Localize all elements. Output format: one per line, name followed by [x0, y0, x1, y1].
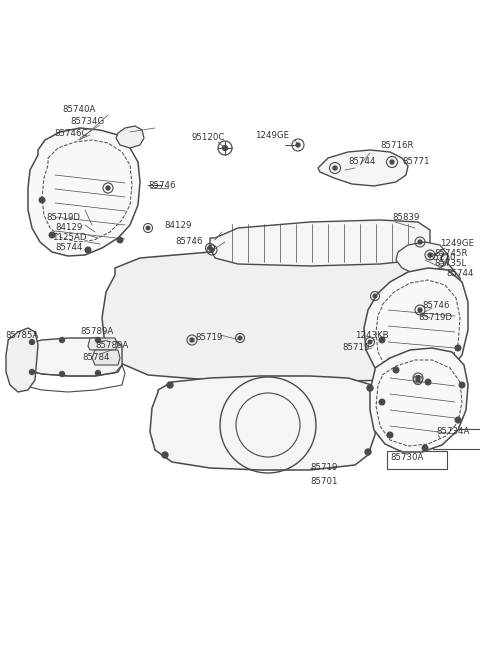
Polygon shape — [364, 268, 468, 385]
Text: 85746C: 85746C — [54, 130, 87, 138]
Text: 85719: 85719 — [342, 343, 370, 352]
Circle shape — [425, 379, 431, 384]
Circle shape — [455, 417, 461, 422]
Circle shape — [373, 294, 377, 298]
Circle shape — [368, 340, 372, 344]
Circle shape — [416, 376, 420, 380]
Polygon shape — [116, 126, 144, 148]
Circle shape — [416, 378, 420, 382]
Polygon shape — [150, 376, 378, 470]
Text: 85719: 85719 — [310, 464, 337, 472]
Polygon shape — [18, 338, 122, 376]
Circle shape — [365, 449, 371, 455]
Circle shape — [238, 336, 242, 340]
Circle shape — [223, 145, 228, 151]
Polygon shape — [210, 220, 430, 266]
Circle shape — [167, 382, 173, 388]
Text: 84129: 84129 — [164, 221, 192, 229]
Circle shape — [296, 143, 300, 147]
Circle shape — [49, 233, 55, 238]
Circle shape — [390, 160, 394, 164]
Text: 85710: 85710 — [428, 253, 456, 263]
Circle shape — [29, 339, 35, 345]
Text: 85719: 85719 — [195, 333, 222, 343]
Text: 85744: 85744 — [348, 157, 375, 166]
Circle shape — [117, 237, 123, 243]
Text: 85746: 85746 — [175, 238, 203, 246]
Text: 85785A: 85785A — [5, 331, 38, 339]
Text: 1249GE: 1249GE — [255, 132, 289, 141]
Circle shape — [459, 383, 465, 388]
Polygon shape — [28, 128, 140, 256]
Text: 1249GE: 1249GE — [440, 240, 474, 248]
Circle shape — [379, 399, 385, 405]
Circle shape — [387, 432, 393, 438]
Text: 85734A: 85734A — [436, 428, 469, 436]
Circle shape — [60, 371, 64, 377]
Circle shape — [39, 197, 45, 203]
Text: 85746: 85746 — [422, 301, 449, 310]
Text: 85771: 85771 — [402, 157, 430, 166]
Text: 95120C: 95120C — [192, 134, 226, 143]
Polygon shape — [396, 242, 448, 274]
Circle shape — [190, 338, 194, 342]
Text: 84129: 84129 — [55, 223, 83, 233]
Text: 85735L: 85735L — [434, 259, 466, 269]
Circle shape — [428, 253, 432, 257]
Polygon shape — [102, 250, 462, 382]
Text: 85745R: 85745R — [434, 250, 468, 259]
Circle shape — [96, 371, 100, 375]
Circle shape — [422, 445, 428, 451]
Text: 85789A: 85789A — [95, 341, 128, 350]
Circle shape — [208, 246, 212, 250]
Text: 85730A: 85730A — [390, 453, 423, 462]
Text: 85719D: 85719D — [46, 214, 80, 223]
Text: 85789A: 85789A — [80, 328, 113, 337]
Circle shape — [29, 369, 35, 375]
Text: 85716R: 85716R — [380, 141, 413, 149]
Circle shape — [367, 385, 373, 391]
Circle shape — [60, 337, 64, 343]
Text: 85746: 85746 — [148, 181, 176, 189]
Text: 1125AD: 1125AD — [52, 233, 86, 242]
Text: 85839: 85839 — [392, 214, 420, 223]
Circle shape — [85, 247, 91, 253]
Circle shape — [393, 367, 399, 373]
Circle shape — [210, 248, 214, 252]
Text: 85784: 85784 — [82, 354, 109, 362]
Circle shape — [333, 166, 337, 170]
Polygon shape — [370, 348, 468, 452]
Text: 85744: 85744 — [55, 244, 83, 252]
Circle shape — [146, 226, 150, 230]
Circle shape — [106, 186, 110, 190]
Text: 85740A: 85740A — [62, 105, 96, 115]
Text: 85701: 85701 — [310, 477, 337, 487]
Polygon shape — [88, 338, 118, 350]
Circle shape — [418, 308, 422, 312]
Circle shape — [162, 452, 168, 458]
Circle shape — [96, 337, 100, 343]
Polygon shape — [92, 350, 120, 365]
Polygon shape — [318, 150, 408, 186]
Circle shape — [418, 240, 422, 244]
Text: 85734G: 85734G — [70, 117, 104, 126]
Text: 85719D: 85719D — [418, 314, 452, 322]
Circle shape — [455, 345, 461, 351]
Polygon shape — [6, 328, 38, 392]
Text: 85744: 85744 — [446, 269, 473, 278]
Circle shape — [379, 337, 385, 343]
Text: 1243KB: 1243KB — [355, 331, 389, 339]
